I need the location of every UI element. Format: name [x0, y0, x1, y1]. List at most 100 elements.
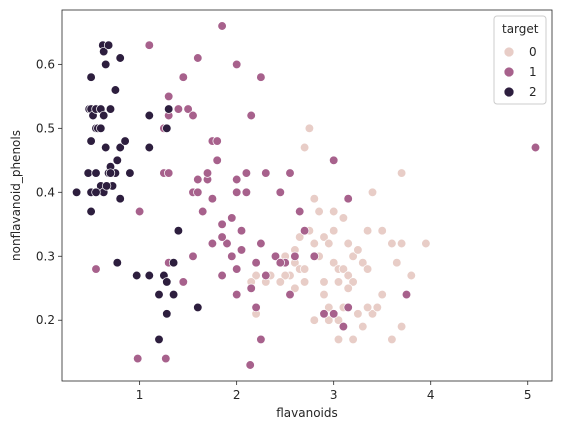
point-target-1-16	[246, 110, 256, 121]
point-target-2-9	[105, 104, 116, 114]
point-target-2-23	[115, 142, 125, 153]
point-target-2-32	[71, 187, 82, 197]
point-target-2-22	[112, 155, 122, 165]
point-target-2-49	[162, 277, 172, 287]
point-target-2-39	[144, 142, 154, 153]
point-target-1-5	[183, 104, 193, 114]
point-target-2-45	[132, 270, 142, 281]
point-target-1-10	[212, 136, 222, 146]
legend-label-0: 0	[529, 45, 537, 59]
point-target-1-28	[164, 168, 174, 178]
point-target-1-74	[217, 232, 227, 242]
point-target-2-38	[144, 110, 154, 121]
point-target-0-54	[377, 226, 387, 236]
point-target-2-24	[120, 136, 130, 146]
point-target-1-36	[222, 238, 232, 249]
point-target-0-7	[299, 264, 310, 274]
point-target-1-48	[309, 251, 319, 261]
point-target-1-51	[188, 251, 198, 261]
point-target-1-7	[193, 53, 203, 63]
point-target-0-45	[358, 321, 368, 332]
point-target-1-37	[227, 251, 237, 261]
point-target-2-50	[168, 289, 179, 300]
point-target-2-15	[96, 123, 106, 133]
point-target-1-56	[232, 289, 242, 300]
point-target-0-18	[333, 277, 344, 287]
point-target-1-0	[144, 40, 154, 50]
point-target-1-18	[261, 168, 271, 178]
point-target-1-50	[178, 277, 188, 287]
point-target-0-8	[299, 142, 310, 153]
point-target-0-37	[319, 289, 329, 300]
point-target-2-51	[162, 309, 172, 319]
point-target-0-28	[377, 289, 387, 300]
point-target-1-69	[161, 353, 171, 364]
point-target-2-10	[110, 85, 121, 95]
point-target-1-40	[241, 187, 252, 197]
point-target-0-67	[343, 283, 353, 293]
point-target-0-35	[299, 277, 310, 287]
point-target-1-15	[241, 168, 252, 178]
point-target-1-14	[232, 187, 242, 197]
point-target-0-10	[309, 194, 319, 204]
legend-box	[493, 15, 547, 105]
point-target-0-30	[392, 258, 402, 268]
point-target-0-20	[338, 264, 349, 274]
point-target-1-55	[232, 264, 242, 274]
point-target-0-22	[348, 251, 358, 261]
point-target-0-47	[372, 302, 382, 313]
point-target-0-24	[358, 258, 368, 268]
point-target-0-11	[309, 238, 319, 249]
point-target-2-46	[144, 270, 154, 281]
legend-marker-0	[503, 46, 515, 58]
point-target-0-34	[290, 283, 300, 293]
point-target-1-32	[198, 206, 208, 217]
point-target-2-27	[91, 168, 101, 178]
point-target-2-6	[99, 46, 109, 57]
point-target-1-17	[256, 72, 266, 82]
point-target-2-44	[112, 258, 122, 268]
point-target-1-44	[270, 251, 281, 261]
y-tick-label-0.4: 0.4	[36, 185, 55, 199]
point-target-0-66	[362, 264, 373, 274]
x-axis: 1 2 3 4 5	[136, 381, 532, 402]
point-target-1-60	[256, 334, 266, 345]
point-target-2-26	[86, 136, 96, 146]
point-target-2-37	[86, 206, 96, 217]
x-tick-label-5: 5	[524, 388, 532, 402]
point-target-0-42	[343, 270, 353, 281]
point-target-0-15	[329, 258, 339, 268]
point-target-0-31	[396, 238, 407, 249]
point-target-2-30	[101, 181, 112, 191]
point-target-2-53	[154, 334, 164, 345]
point-target-0-44	[353, 309, 363, 319]
point-target-1-22	[329, 155, 339, 165]
legend-label-2: 2	[529, 85, 537, 99]
point-target-1-12	[217, 21, 227, 31]
point-target-1-47	[299, 226, 310, 236]
point-target-1-65	[338, 321, 349, 332]
point-target-2-48	[154, 289, 164, 300]
point-target-1-2	[164, 91, 174, 102]
point-target-1-19	[275, 187, 285, 197]
y-tick-label-0.5: 0.5	[36, 121, 55, 135]
point-target-2-42	[173, 226, 184, 236]
point-target-1-73	[236, 245, 247, 255]
y-axis-label: nonflavanoid_phenols	[9, 130, 23, 261]
point-target-0-43	[348, 277, 358, 287]
point-target-2-43	[168, 258, 179, 268]
legend-marker-1	[503, 66, 515, 78]
point-target-2-40	[164, 104, 174, 114]
point-target-1-6	[188, 110, 198, 121]
x-tick-label-4: 4	[427, 388, 435, 402]
point-target-1-13	[232, 59, 242, 70]
point-target-1-20	[285, 168, 295, 178]
point-target-1-38	[232, 174, 242, 185]
point-target-2-52	[193, 302, 203, 313]
point-target-2-12	[86, 72, 96, 82]
point-target-1-41	[251, 258, 261, 268]
point-target-0-27	[367, 309, 378, 319]
point-target-2-17	[101, 142, 111, 153]
point-target-1-58	[246, 283, 256, 293]
point-target-0-50	[348, 334, 358, 345]
